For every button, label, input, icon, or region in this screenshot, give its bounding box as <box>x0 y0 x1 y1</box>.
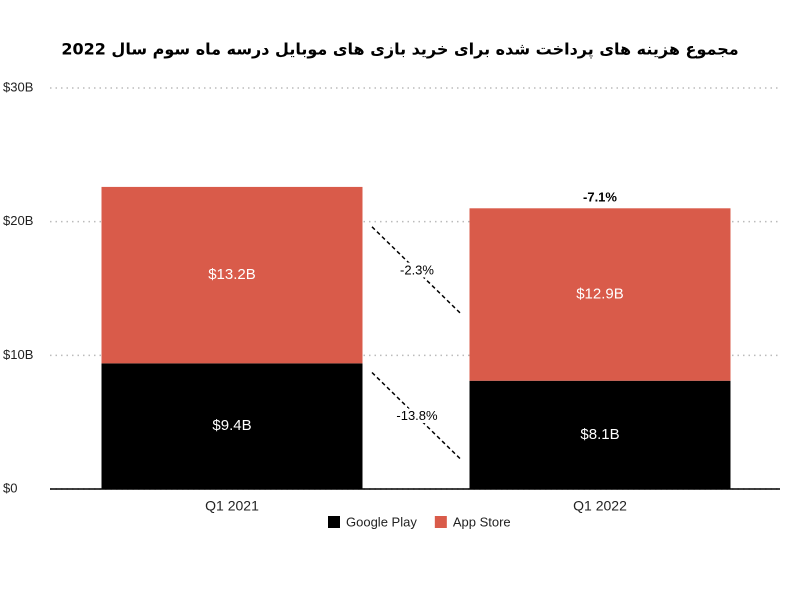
value-label: $8.1B <box>580 426 619 443</box>
bar-segment <box>469 380 731 489</box>
change-label: -13.8% <box>396 408 438 423</box>
y-tick-label: $10B <box>3 347 33 362</box>
legend-swatch <box>434 516 447 528</box>
change-label: -2.3% <box>400 262 434 277</box>
value-label: $13.2B <box>208 266 256 283</box>
bar-segment <box>101 186 363 364</box>
legend-label: Google Play <box>346 514 417 529</box>
y-tick-label: $0 <box>3 480 17 495</box>
bar-segment <box>469 208 731 381</box>
x-tick-label: Q1 2021 <box>205 498 259 514</box>
value-label: $12.9B <box>576 285 624 302</box>
bar-segment <box>101 363 363 489</box>
chart-title: مجموع هزینه های پرداخت شده برای خرید باز… <box>61 40 738 60</box>
total-change-label: -7.1% <box>583 190 617 205</box>
legend-swatch <box>328 516 340 528</box>
y-tick-label: $20B <box>3 213 33 228</box>
x-tick-label: Q1 2022 <box>573 498 627 514</box>
y-tick-label: $30B <box>3 79 33 94</box>
legend-label: App Store <box>453 514 511 529</box>
value-label: $9.4B <box>212 417 251 434</box>
